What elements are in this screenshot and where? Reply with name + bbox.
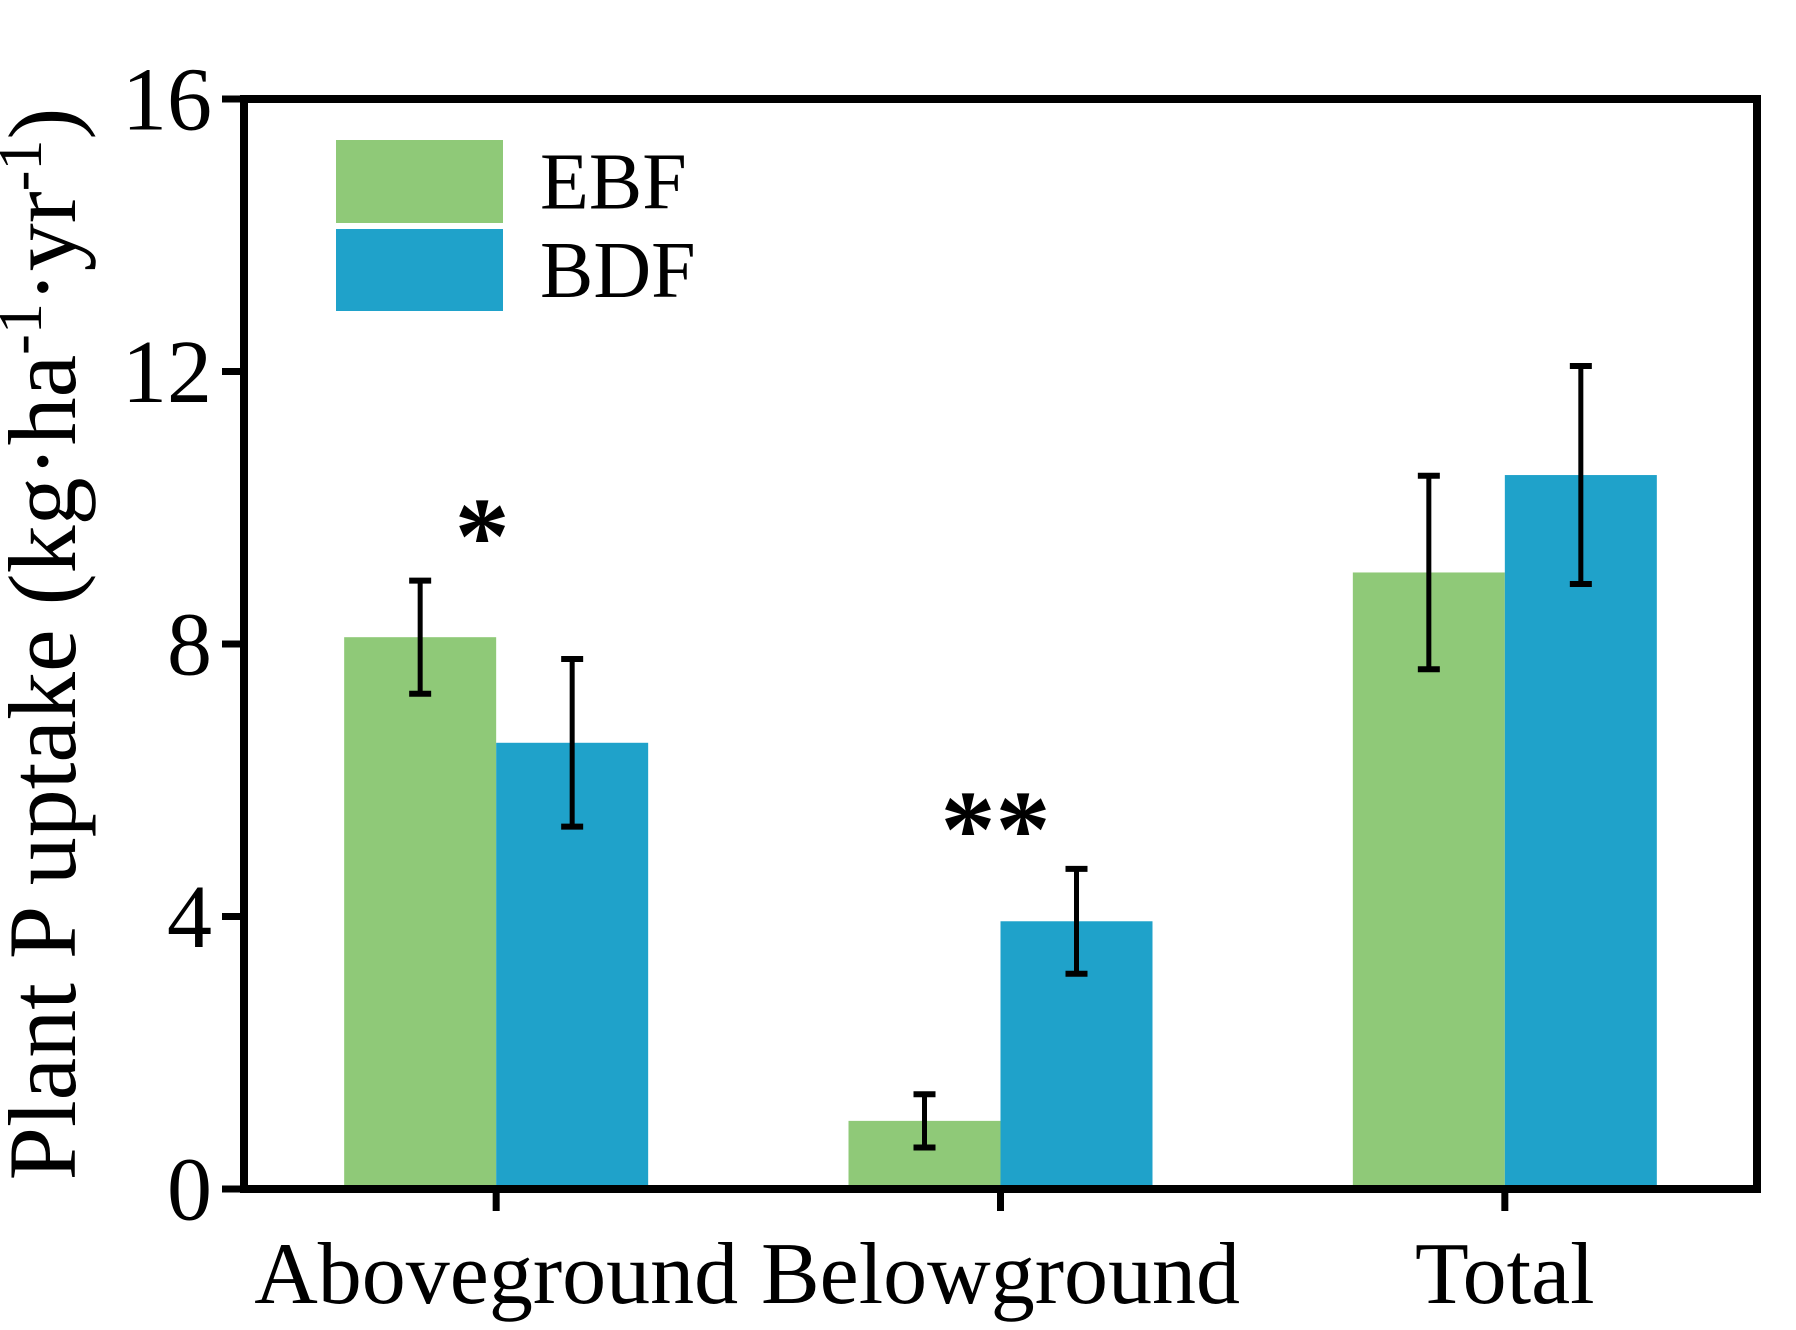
y-tick-label: 4	[167, 868, 212, 967]
error-bar-ebf-aboveground	[409, 577, 432, 697]
plot-frame	[240, 95, 1761, 1193]
y-axis: 0 4 8 12 16	[122, 51, 240, 1240]
bar-ebf-aboveground	[344, 637, 497, 1189]
y-tick-label: 16	[122, 51, 212, 150]
x-category-label: Total	[1415, 1226, 1595, 1323]
significance-belowground: **	[941, 768, 1051, 890]
x-category-label: Belowground	[761, 1226, 1240, 1323]
legend-swatch-ebf	[336, 140, 503, 223]
y-tick-label: 12	[122, 323, 212, 422]
y-axis-title: Plant P uptake (kg·ha-1·yr-1)	[0, 108, 96, 1181]
error-bar-bdf-aboveground	[561, 655, 584, 830]
legend-label-bdf: BDF	[540, 227, 696, 315]
error-bar-ebf-total	[1417, 472, 1440, 673]
error-bar-bdf-total	[1569, 363, 1592, 588]
significance-marks: ***	[455, 475, 1051, 890]
error-bar-bdf-belowground	[1065, 865, 1088, 977]
error-bar-ebf-belowground	[913, 1091, 936, 1151]
legend-label-ebf: EBF	[540, 139, 687, 227]
x-category-label: Aboveground	[254, 1226, 738, 1323]
y-tick-label: 0	[167, 1141, 212, 1240]
error-bars-group	[409, 363, 1592, 1151]
bar-ebf-total	[1352, 572, 1505, 1189]
x-axis: Aboveground Belowground Total	[254, 1193, 1595, 1323]
y-tick-label: 8	[167, 596, 212, 695]
significance-aboveground: *	[455, 475, 510, 597]
legend-swatch-bdf	[336, 229, 503, 311]
bar-bdf-total	[1504, 475, 1657, 1189]
